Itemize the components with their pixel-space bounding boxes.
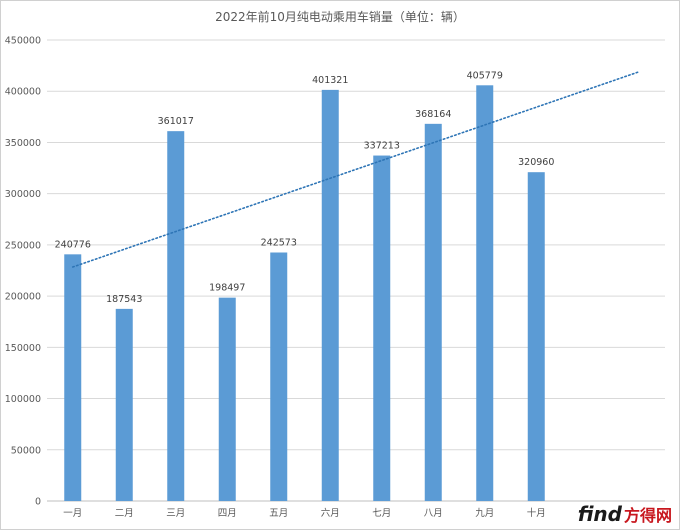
y-tick-label: 250000 (5, 240, 41, 251)
y-tick-label: 300000 (5, 189, 41, 200)
trendline (71, 70, 641, 268)
bar (321, 89, 339, 502)
chart-title: 2022年前10月纯电动乘用车销量（单位：辆） (215, 10, 465, 24)
y-tick-label: 100000 (5, 394, 41, 405)
y-tick-label: 400000 (5, 87, 41, 98)
watermark-logo: find 方得网 (578, 502, 672, 526)
y-tick-label: 150000 (5, 343, 41, 354)
x-tick-label: 五月 (269, 508, 288, 519)
x-tick-label: 二月 (115, 508, 134, 519)
data-label: 240776 (55, 239, 91, 250)
data-label: 187543 (106, 294, 142, 305)
x-tick-label: 九月 (475, 507, 494, 519)
data-label: 242573 (261, 237, 297, 248)
bar (527, 172, 545, 501)
bar (476, 85, 494, 502)
data-label: 368164 (415, 109, 451, 120)
watermark-cn: 方得网 (623, 506, 672, 525)
data-label: 405779 (467, 70, 503, 81)
x-tick-label: 三月 (166, 508, 185, 519)
bar (270, 252, 288, 501)
watermark-text: find (577, 502, 622, 526)
y-tick-label: 0 (35, 497, 41, 508)
data-label: 337213 (364, 141, 400, 152)
bar (373, 155, 391, 502)
y-tick-label: 200000 (5, 292, 41, 303)
data-label: 320960 (518, 157, 554, 168)
y-tick-label: 350000 (5, 138, 41, 149)
bar (218, 297, 236, 501)
data-label: 198497 (209, 283, 245, 294)
y-tick-label: 450000 (5, 36, 41, 47)
x-tick-label: 一月 (63, 508, 82, 519)
x-tick-label: 六月 (321, 507, 340, 519)
x-tick-label: 七月 (372, 508, 391, 519)
bar (115, 308, 133, 501)
y-tick-label: 50000 (11, 445, 41, 456)
x-tick-label: 四月 (218, 508, 237, 519)
data-label: 401321 (312, 75, 348, 86)
bar (167, 131, 185, 501)
bar (64, 254, 82, 501)
bar (424, 123, 442, 502)
data-label: 361017 (158, 116, 194, 127)
x-tick-label: 十月 (527, 507, 546, 519)
x-tick-label: 八月 (424, 508, 443, 519)
